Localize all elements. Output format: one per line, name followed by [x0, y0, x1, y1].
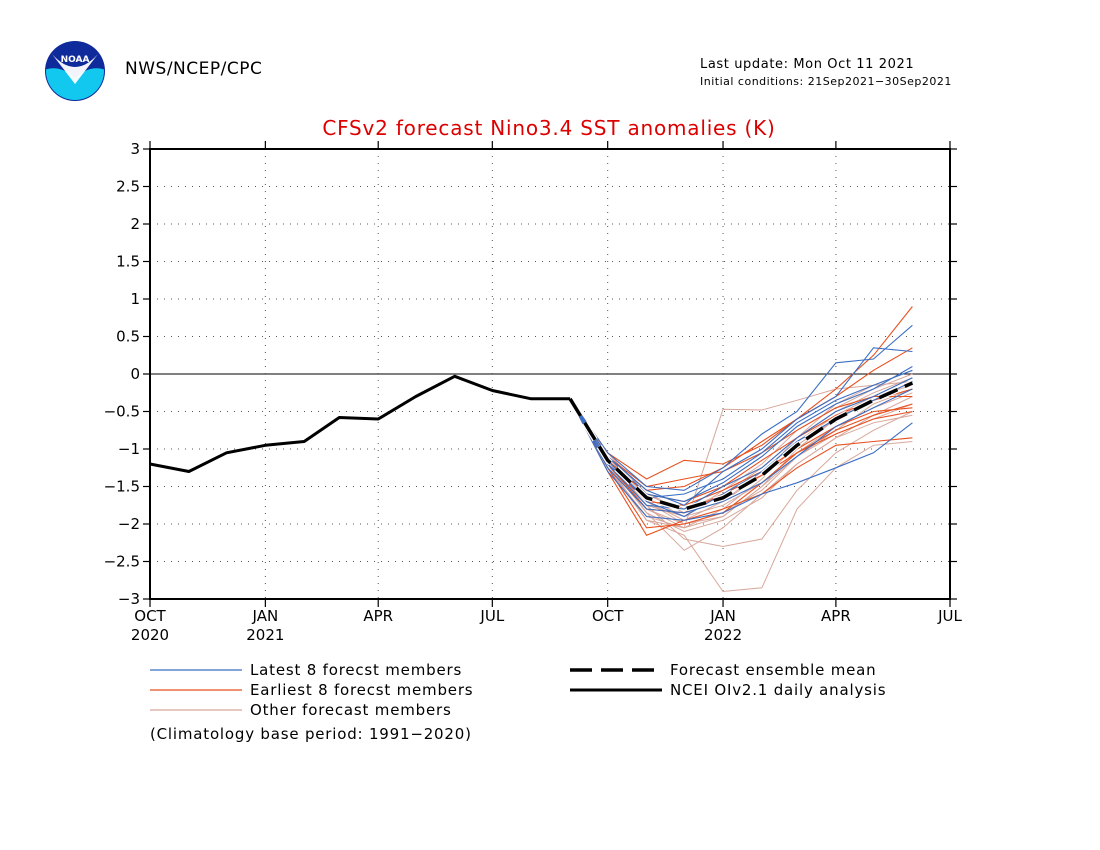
- legend-other-label: Other forecast members: [250, 701, 452, 719]
- y-tick-label: 3: [130, 140, 140, 158]
- chart-title: CFSv2 forecast Nino3.4 SST anomalies (K): [322, 116, 775, 140]
- y-tick-label: −0.5: [104, 403, 140, 421]
- legend-other-swatch: [150, 709, 242, 711]
- y-tick-label: −2: [118, 515, 140, 533]
- logo-text: NOAA: [61, 55, 90, 65]
- legend-latest-label: Latest 8 forecst members: [250, 661, 463, 679]
- forecast-member-latest: [569, 377, 913, 510]
- y-tick-label: 2.5: [116, 178, 140, 196]
- y-tick-label: −2.5: [104, 553, 140, 571]
- y-tick-label: 2: [130, 215, 140, 233]
- legend-earliest-swatch: [150, 689, 242, 691]
- y-tick-label: 0: [130, 365, 140, 383]
- y-tick-label: −1.5: [104, 478, 140, 496]
- x-tick-year-label: 2022: [704, 626, 742, 644]
- forecast-member-latest: [569, 398, 913, 521]
- analysis-line: [149, 374, 571, 473]
- x-tick-label: JUL: [479, 607, 504, 625]
- y-tick-label: 1.5: [116, 253, 140, 271]
- legend-mean-label: Forecast ensemble mean: [670, 661, 877, 679]
- initial-conditions-label: Initial conditions: 21Sep2021−30Sep2021: [700, 75, 952, 88]
- x-tick-label: APR: [821, 607, 851, 625]
- climatology-note: (Climatology base period: 1991−2020): [150, 725, 472, 743]
- legend-analysis-swatch: [570, 688, 662, 692]
- x-tick-year-label: 2020: [131, 626, 169, 644]
- y-tick-label: 0.5: [116, 328, 140, 346]
- x-tick-year-label: 2021: [246, 626, 284, 644]
- x-tick-label: JAN: [252, 607, 279, 625]
- series-layer: [149, 306, 914, 593]
- y-tick-label: −1: [118, 440, 140, 458]
- forecast-member-earliest: [569, 398, 913, 529]
- last-update-label: Last update: Mon Oct 11 2021: [700, 57, 915, 72]
- legend-analysis-label: NCEI OIv2.1 daily analysis: [670, 681, 887, 699]
- x-tick-label: OCT: [592, 607, 624, 625]
- x-tick-label: JUL: [937, 607, 962, 625]
- organization-label: NWS/NCEP/CPC: [125, 59, 263, 79]
- legend-earliest-label: Earliest 8 forecst members: [250, 681, 474, 699]
- y-tick-label: −3: [118, 590, 140, 608]
- forecast-member-earliest: [569, 395, 913, 488]
- ensemble-mean-line: [568, 381, 914, 511]
- y-tick-label: 1: [130, 290, 140, 308]
- x-tick-label: APR: [363, 607, 393, 625]
- forecast-member-latest: [569, 324, 913, 491]
- tick-layer: 32.521.510.50−0.5−1−1.5−2−2.5−3OCT2020JA…: [104, 140, 963, 644]
- forecast-member-latest: [569, 347, 913, 506]
- grid-layer: [150, 149, 950, 599]
- forecast-member-earliest: [569, 398, 913, 536]
- x-tick-label: OCT: [134, 607, 166, 625]
- forecast-member-latest: [569, 388, 913, 514]
- plot-frame: [149, 148, 951, 600]
- noaa-logo: NOAA: [45, 41, 105, 101]
- x-tick-label: JAN: [709, 607, 736, 625]
- legend-latest-swatch: [150, 669, 242, 671]
- legend-mean-swatch: [570, 668, 662, 672]
